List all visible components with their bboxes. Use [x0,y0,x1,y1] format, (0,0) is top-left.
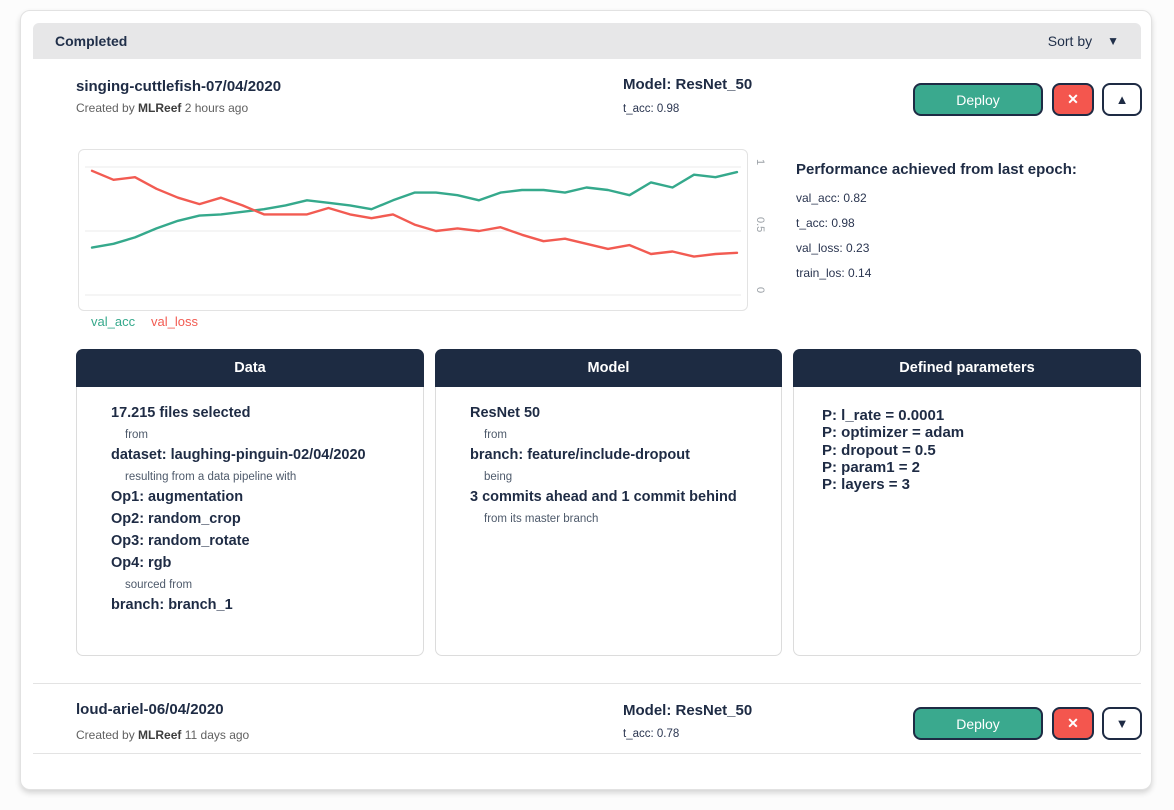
model-panel-body: ResNet 50 from branch: feature/include-dro… [436,387,781,527]
model-panel-header: Model [435,349,782,387]
created-by-prefix: Created by [76,101,135,115]
text-line: train_los: 0.14 [796,266,872,280]
collapse-experiment-button[interactable]: ▲ [1102,83,1142,116]
close-icon: ✕ [1067,715,1079,731]
chevron-down-icon: ▼ [1115,716,1129,731]
performance-title: Performance achieved from last epoch: [796,161,1077,178]
legend-val-acc: val_acc [91,314,136,329]
text-line: val_acc: 0.82 [796,191,867,205]
parameters-panel-body: P: l_rate = 0.0001 P: optimizer = adam P: … [794,387,1140,493]
text-line: from [125,429,148,441]
section-status-title: Completed [55,33,128,49]
chevron-down-icon: ▼ [1107,34,1119,48]
completed-section-header: Completed Sort by ▼ [33,23,1141,59]
data-panel: Data 17.215 files selected from dataset: l… [76,349,424,656]
data-panel-body: 17.215 files selected from dataset: laughi… [77,387,423,615]
parameters-panel: Defined parameters P: l_rate = 0.0001 P: … [793,349,1141,656]
text-line: P: layers = 3 [822,476,910,494]
text-line: branch: feature/include-dropout [470,447,690,463]
close-icon: ✕ [1067,91,1079,107]
created-by-prefix: Created by [76,728,135,742]
experiment-name[interactable]: singing-cuttlefish-07/04/2020 [76,78,282,95]
y-axis-tick-1: 1 [754,159,766,166]
text-line: from its master branch [484,513,599,525]
experiment-metric: t_acc: 0.98 [623,103,680,115]
text-line: Op3: random_rotate [111,533,250,549]
text-line: 17.215 files selected [111,405,251,421]
data-panel-header: Data [76,349,424,387]
text-line: resulting from a data pipeline with [125,471,297,483]
expand-experiment-button[interactable]: ▼ [1102,707,1142,740]
text-line: being [484,471,513,483]
text-line: Op4: rgb [111,555,172,571]
training-metrics-chart [78,149,748,311]
experiment-model: Model: ResNet_50 [623,76,753,93]
text-line: Op2: random_crop [111,511,241,527]
metrics-line-chart [85,166,741,296]
text-line: 3 commits ahead and 1 commit behind [470,489,737,505]
author-name: MLReef [138,101,182,115]
text-line: P: l_rate = 0.0001 [822,407,945,424]
text-line: P: dropout = 0.5 [822,441,936,459]
experiment-name[interactable]: loud-ariel-06/04/2020 [76,701,224,718]
completed-experiments-card: Completed Sort by ▼ singing-cuttlefish-0… [20,10,1152,790]
y-axis-tick-05: 0.5 [754,217,766,233]
text-line: P: param1 = 2 [822,458,920,476]
text-line: from [484,429,507,441]
experiment-metric: t_acc: 0.78 [623,728,680,740]
experiment-created-info: Created by MLReef 2 hours ago [76,101,248,115]
experiment-created-info: Created by MLReef 11 days ago [76,728,249,742]
row-divider [33,683,1141,684]
text-line: val_loss: 0.23 [796,241,870,255]
created-ago: 2 hours ago [184,101,249,115]
text-line: t_acc: 0.98 [796,216,855,230]
text-line: P: optimizer = adam [822,424,965,442]
performance-metrics-list: val_acc: 0.82 t_acc: 0.98 val_loss: 0.23 tr… [796,191,871,291]
text-line: branch: branch_1 [111,597,233,613]
sort-by-dropdown[interactable]: Sort by ▼ [1048,33,1119,49]
text-line: dataset: laughing-pinguin-02/04/2020 [111,447,366,463]
model-panel: Model ResNet 50 from branch: feature/inclu… [435,349,782,656]
legend-val-loss: val_loss [151,314,198,329]
y-axis-tick-0: 0 [754,287,766,294]
text-line: sourced from [125,579,193,591]
text-line: ResNet 50 [470,405,541,421]
chevron-up-icon: ▲ [1115,92,1129,107]
deploy-button[interactable]: Deploy [913,83,1043,116]
row-divider [33,753,1141,754]
delete-experiment-button[interactable]: ✕ [1052,83,1094,116]
created-ago: 11 days ago [184,728,250,742]
delete-experiment-button[interactable]: ✕ [1052,707,1094,740]
text-line: Op1: augmentation [111,489,244,505]
author-name: MLReef [138,728,182,742]
parameters-panel-header: Defined parameters [793,349,1141,387]
experiment-model: Model: ResNet_50 [623,702,753,719]
deploy-button[interactable]: Deploy [913,707,1043,740]
sort-by-label: Sort by [1047,33,1093,49]
